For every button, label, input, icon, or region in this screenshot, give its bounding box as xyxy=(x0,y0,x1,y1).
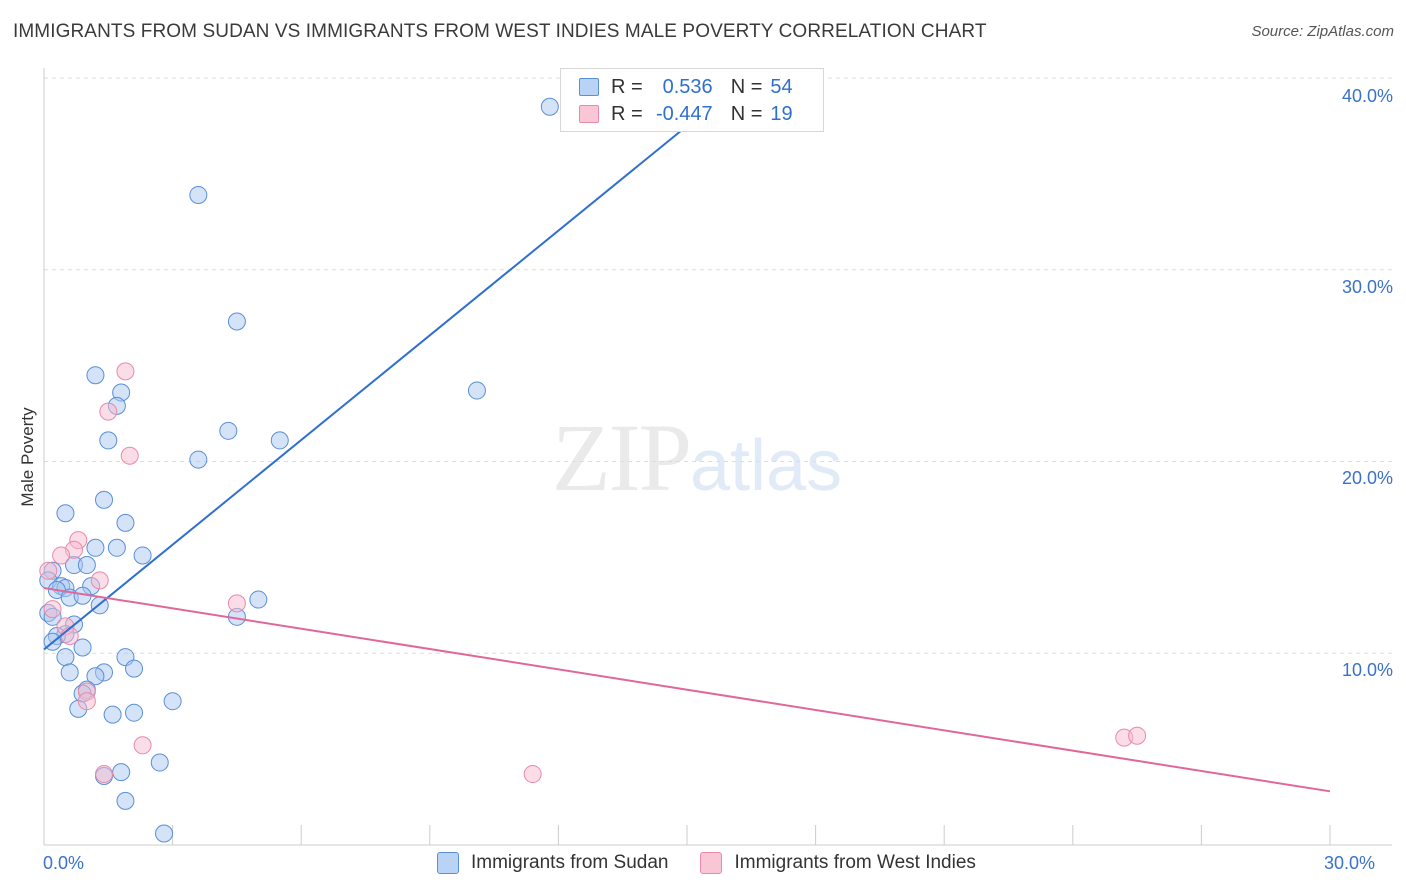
legend-item-west-indies: Immigrants from West Indies xyxy=(700,852,976,874)
legend-n-label: N = xyxy=(730,102,763,125)
west-indies-point xyxy=(43,600,62,619)
series-legend: Immigrants from Sudan Immigrants from We… xyxy=(437,852,1008,874)
west-indies-point xyxy=(133,736,152,755)
west-indies-point xyxy=(120,446,139,465)
west-indies-point xyxy=(90,571,109,590)
sudan-point xyxy=(155,824,174,843)
sudan-point xyxy=(227,312,246,331)
legend-n-value: 19 xyxy=(770,102,793,125)
watermark: ZIPatlas xyxy=(552,402,842,513)
axes xyxy=(43,68,1392,846)
sudan-point xyxy=(163,692,182,711)
sudan-point xyxy=(73,638,92,657)
watermark-atlas: atlas xyxy=(690,426,843,506)
sudan-point xyxy=(219,421,238,440)
legend-r-label: R = xyxy=(611,102,643,125)
west-indies-point xyxy=(523,765,542,784)
grid-lines xyxy=(44,77,1392,654)
x-tick-30: 30.0% xyxy=(1324,853,1376,873)
sudan-point xyxy=(249,590,268,609)
sudan-point xyxy=(107,538,126,557)
legend-label-west-indies: Immigrants from West Indies xyxy=(734,852,976,873)
west-indies-point xyxy=(116,362,135,381)
west-indies-point xyxy=(77,692,96,711)
sudan-point xyxy=(189,185,208,204)
chart-title: IMMIGRANTS FROM SUDAN VS IMMIGRANTS FROM… xyxy=(13,21,987,42)
legend-item-sudan: Immigrants from Sudan xyxy=(437,852,668,874)
sudan-point xyxy=(133,546,152,565)
legend-label-sudan: Immigrants from Sudan xyxy=(471,852,669,873)
sudan-point xyxy=(56,504,75,523)
sudan-point xyxy=(116,513,135,532)
sudan-point xyxy=(540,97,559,116)
sudan-point xyxy=(86,366,105,385)
legend-r-label: R = xyxy=(611,75,643,98)
watermark-zip: ZIP xyxy=(552,404,692,511)
x-tick-0: 0.0% xyxy=(43,853,85,873)
legend-row-sudan: R = 0.536 N = 54 xyxy=(579,75,810,99)
legend-r-value: 0.536 xyxy=(662,75,713,98)
y-tick-40: 40.0% xyxy=(1341,86,1393,106)
sudan-point xyxy=(86,538,105,557)
west-indies-point xyxy=(95,765,114,784)
sudan-point xyxy=(99,431,118,450)
west-indies-point xyxy=(227,594,246,613)
sudan-point xyxy=(95,490,114,509)
sudan-point xyxy=(103,705,122,724)
sudan-point xyxy=(125,703,144,722)
y-axis-label: Male Poverty xyxy=(18,407,37,507)
west-indies-point xyxy=(1128,726,1147,745)
legend-swatch-west-indies xyxy=(700,852,723,874)
sudan-point xyxy=(77,556,96,575)
y-tick-10: 10.0% xyxy=(1341,660,1393,680)
sudan-point xyxy=(467,381,486,400)
sudan-point xyxy=(150,753,169,772)
legend-r-value: -0.447 xyxy=(655,102,713,125)
y-tick-20: 20.0% xyxy=(1341,468,1393,488)
sudan-trend-line xyxy=(43,125,688,651)
sudan-point xyxy=(60,663,79,682)
source-label: Source: ZipAtlas.com xyxy=(1251,23,1394,40)
sudan-point xyxy=(56,648,75,667)
legend-swatch-pink xyxy=(579,105,599,123)
trend-lines xyxy=(43,125,1331,793)
west-indies-point xyxy=(60,626,79,645)
correlation-legend: R = 0.536 N = 54 R = -0.447 N = 19 xyxy=(560,68,824,132)
sudan-point xyxy=(112,763,131,782)
west-indies-point xyxy=(52,546,71,565)
sudan-point xyxy=(270,431,289,450)
west-indies-point xyxy=(39,561,58,580)
legend-n-label: N = xyxy=(730,75,763,98)
legend-swatch-sudan xyxy=(437,852,459,874)
sudan-point xyxy=(116,791,135,810)
west-indies-trend-line xyxy=(43,587,1331,793)
sudan-point xyxy=(189,450,208,469)
legend-swatch-blue xyxy=(579,78,599,96)
west-indies-point xyxy=(99,402,118,421)
y-tick-30: 30.0% xyxy=(1341,277,1393,297)
sudan-point xyxy=(86,667,105,686)
sudan-point xyxy=(125,659,144,678)
legend-n-value: 54 xyxy=(770,75,793,98)
data-points xyxy=(39,97,1147,843)
legend-row-west-indies: R = -0.447 N = 19 xyxy=(579,102,810,126)
